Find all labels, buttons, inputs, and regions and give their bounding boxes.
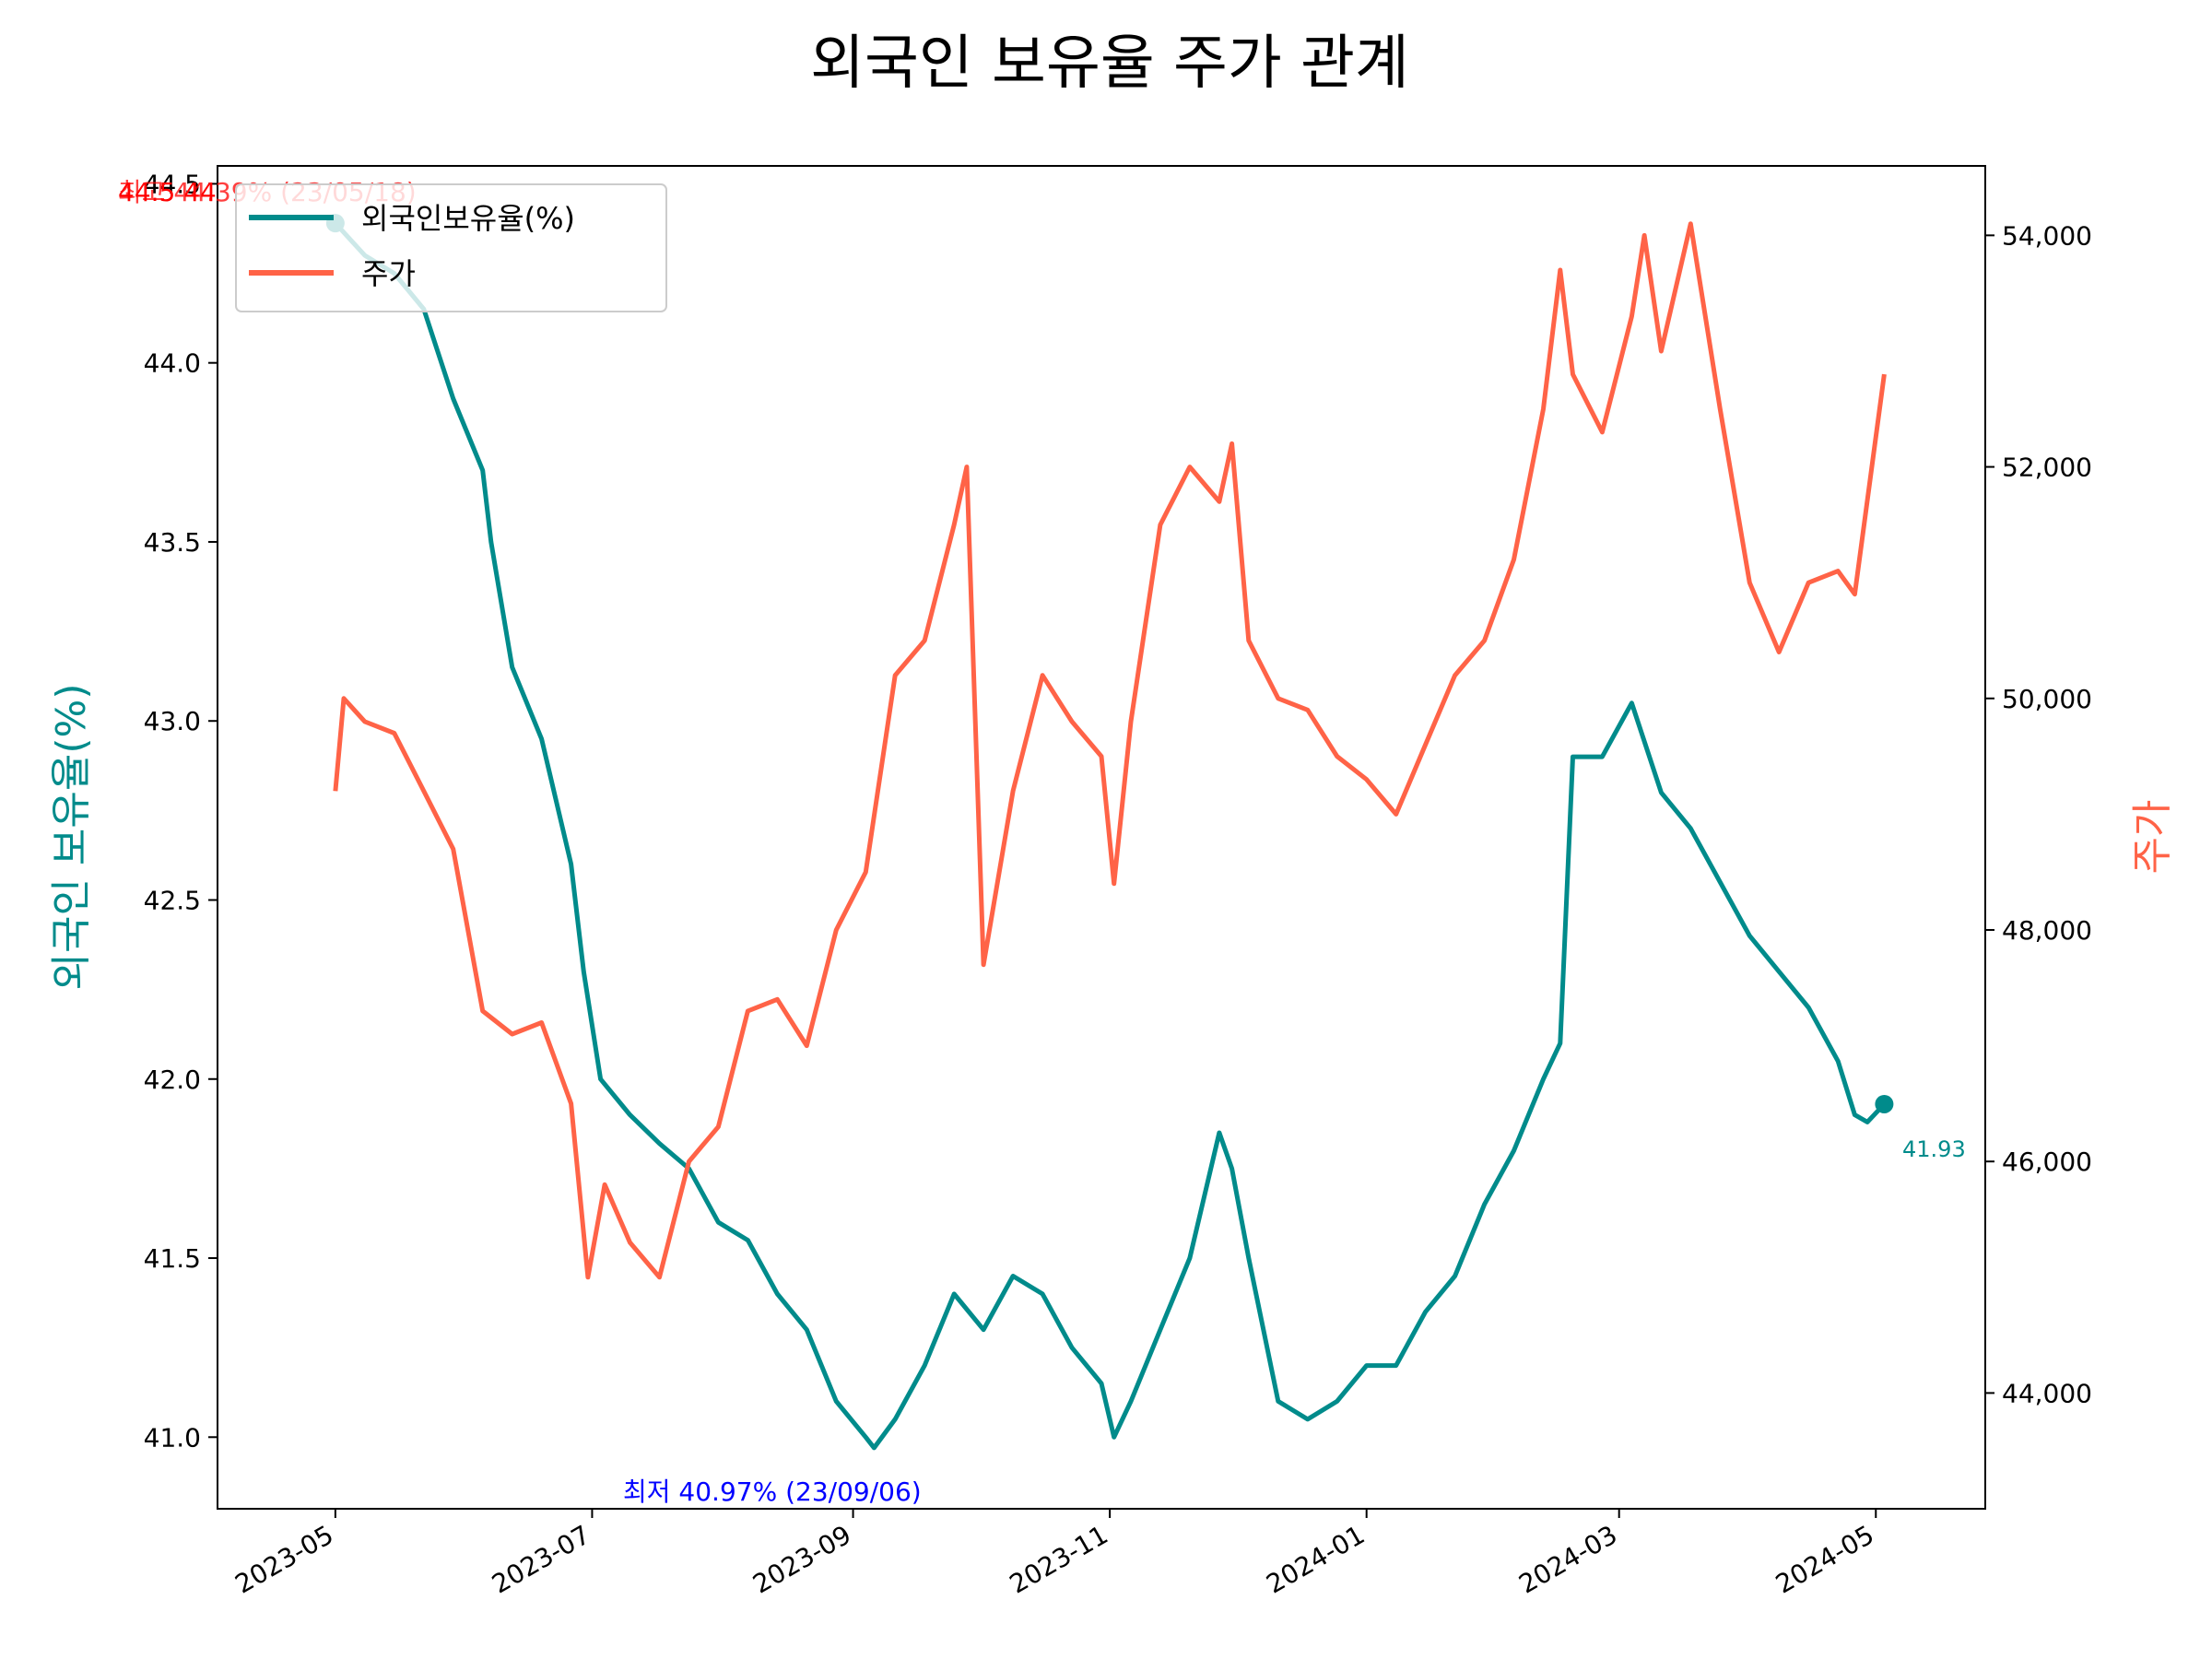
y-right-tick-label: 44,000 xyxy=(2002,1378,2092,1408)
y-right-tick-label: 54,000 xyxy=(2002,220,2092,251)
y-axis-left-label: 외국인 보유율(%) xyxy=(48,683,95,990)
legend-label-foreign: 외국인보유율(%) xyxy=(361,201,575,236)
y-right-tick-label: 50,000 xyxy=(2002,684,2092,714)
plot-area xyxy=(217,165,1986,1510)
y-left-tick-label: 43.5 xyxy=(144,527,201,558)
series-line-price xyxy=(333,221,1887,1280)
x-tick-label: 2023-07 xyxy=(487,1519,595,1599)
y-left-tick-label: 42.0 xyxy=(144,1065,201,1095)
y-axis-left: 41.0 41.5 42.0 42.5 43.0 43.5 44.0 44.5 xyxy=(144,169,218,1453)
x-axis: 2023-05 2023-07 2023-09 2023-11 2024-01 2024-… xyxy=(230,1509,1879,1600)
chart-title: 외국인 보유율 주가 관계 xyxy=(810,29,1409,98)
x-tick-label: 2023-11 xyxy=(1005,1519,1113,1599)
x-tick-label: 2023-05 xyxy=(230,1519,339,1599)
y-right-tick-label: 48,000 xyxy=(2002,915,2092,946)
legend-box xyxy=(235,183,667,312)
y-axis-right-label: 주가 xyxy=(2129,800,2176,875)
legend: 외국인보유율(%) 주가 xyxy=(235,183,667,312)
y-right-tick-label: 52,000 xyxy=(2002,453,2092,483)
last-point-marker xyxy=(1875,1094,1894,1113)
legend-label-price: 주가 xyxy=(361,256,416,291)
y-left-tick-label: 44.5 xyxy=(144,169,201,199)
y-axis-right: 44,000 46,000 48,000 50,000 52,000 54,000 xyxy=(1985,220,2092,1408)
y-left-tick-label: 43.0 xyxy=(144,706,201,736)
y-left-tick-label: 44.0 xyxy=(144,348,201,379)
x-tick-label: 2024-03 xyxy=(1513,1519,1622,1599)
x-tick-label: 2024-01 xyxy=(1261,1519,1370,1599)
series-line-foreign xyxy=(334,221,1887,1451)
x-tick-label: 2024-05 xyxy=(1771,1519,1879,1599)
min-annotation: 최저 40.97% (23/09/06) xyxy=(623,1477,922,1507)
y-left-tick-label: 42.5 xyxy=(144,885,201,915)
max-overlap-label: 44.5 44 xyxy=(118,177,217,207)
annotations: 최고 44.39% (23/05/18) 최저 40.97% (23/09/06… xyxy=(118,177,1966,1507)
y-left-tick-label: 41.0 xyxy=(144,1422,201,1453)
y-right-tick-label: 46,000 xyxy=(2002,1147,2092,1177)
last-value-label: 41.93 xyxy=(1902,1136,1966,1162)
series-layer xyxy=(325,214,1894,1451)
y-left-tick-label: 41.5 xyxy=(144,1243,201,1274)
x-tick-label: 2023-09 xyxy=(747,1519,856,1599)
